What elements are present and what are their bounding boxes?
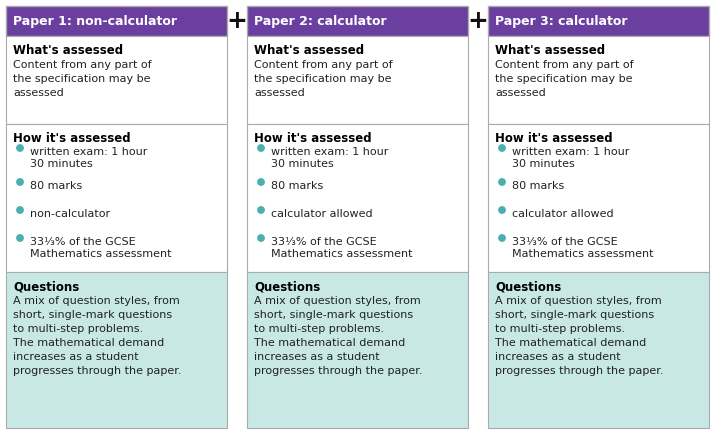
Text: written exam: 1 hour
30 minutes: written exam: 1 hour 30 minutes — [512, 147, 629, 169]
Text: 80 marks: 80 marks — [512, 181, 564, 191]
FancyBboxPatch shape — [6, 6, 227, 36]
Circle shape — [499, 235, 506, 241]
FancyBboxPatch shape — [247, 6, 468, 36]
Circle shape — [258, 235, 265, 241]
Text: calculator allowed: calculator allowed — [512, 209, 613, 219]
FancyBboxPatch shape — [247, 36, 468, 124]
Text: written exam: 1 hour
30 minutes: written exam: 1 hour 30 minutes — [271, 147, 388, 169]
FancyBboxPatch shape — [488, 272, 709, 428]
Text: What's assessed: What's assessed — [254, 44, 364, 57]
Text: Paper 3: calculator: Paper 3: calculator — [495, 14, 628, 27]
Text: Questions: Questions — [495, 280, 561, 293]
FancyBboxPatch shape — [6, 36, 227, 124]
Text: How it's assessed: How it's assessed — [495, 132, 613, 145]
Circle shape — [16, 235, 23, 241]
Text: 33⅓% of the GCSE
Mathematics assessment: 33⅓% of the GCSE Mathematics assessment — [271, 237, 413, 260]
Text: non-calculator: non-calculator — [30, 209, 110, 219]
Text: What's assessed: What's assessed — [495, 44, 605, 57]
Circle shape — [16, 207, 23, 213]
Text: Content from any part of
the specification may be
assessed: Content from any part of the specificati… — [13, 60, 152, 98]
Circle shape — [499, 145, 506, 151]
FancyBboxPatch shape — [247, 124, 468, 272]
Text: Paper 1: non-calculator: Paper 1: non-calculator — [13, 14, 177, 27]
Circle shape — [16, 179, 23, 185]
FancyBboxPatch shape — [247, 272, 468, 428]
FancyBboxPatch shape — [6, 124, 227, 272]
Text: written exam: 1 hour
30 minutes: written exam: 1 hour 30 minutes — [30, 147, 147, 169]
Text: Content from any part of
the specification may be
assessed: Content from any part of the specificati… — [495, 60, 633, 98]
Text: Questions: Questions — [13, 280, 79, 293]
Text: A mix of question styles, from
short, single-mark questions
to multi-step proble: A mix of question styles, from short, si… — [13, 296, 182, 376]
Circle shape — [16, 145, 23, 151]
Text: Content from any part of
the specification may be
assessed: Content from any part of the specificati… — [254, 60, 393, 98]
Circle shape — [258, 179, 265, 185]
Text: Paper 2: calculator: Paper 2: calculator — [254, 14, 387, 27]
Text: +: + — [468, 9, 488, 33]
Text: 80 marks: 80 marks — [30, 181, 82, 191]
Text: How it's assessed: How it's assessed — [254, 132, 372, 145]
FancyBboxPatch shape — [488, 6, 709, 36]
Circle shape — [499, 207, 506, 213]
Text: +: + — [227, 9, 247, 33]
Text: A mix of question styles, from
short, single-mark questions
to multi-step proble: A mix of question styles, from short, si… — [495, 296, 664, 376]
Circle shape — [258, 145, 265, 151]
Text: 33⅓% of the GCSE
Mathematics assessment: 33⅓% of the GCSE Mathematics assessment — [512, 237, 654, 260]
FancyBboxPatch shape — [488, 124, 709, 272]
Text: calculator allowed: calculator allowed — [271, 209, 373, 219]
Text: 80 marks: 80 marks — [271, 181, 323, 191]
FancyBboxPatch shape — [488, 36, 709, 124]
FancyBboxPatch shape — [6, 272, 227, 428]
Text: 33⅓% of the GCSE
Mathematics assessment: 33⅓% of the GCSE Mathematics assessment — [30, 237, 172, 260]
Circle shape — [258, 207, 265, 213]
Text: What's assessed: What's assessed — [13, 44, 123, 57]
Circle shape — [499, 179, 506, 185]
Text: A mix of question styles, from
short, single-mark questions
to multi-step proble: A mix of question styles, from short, si… — [254, 296, 423, 376]
Text: How it's assessed: How it's assessed — [13, 132, 131, 145]
Text: Questions: Questions — [254, 280, 320, 293]
